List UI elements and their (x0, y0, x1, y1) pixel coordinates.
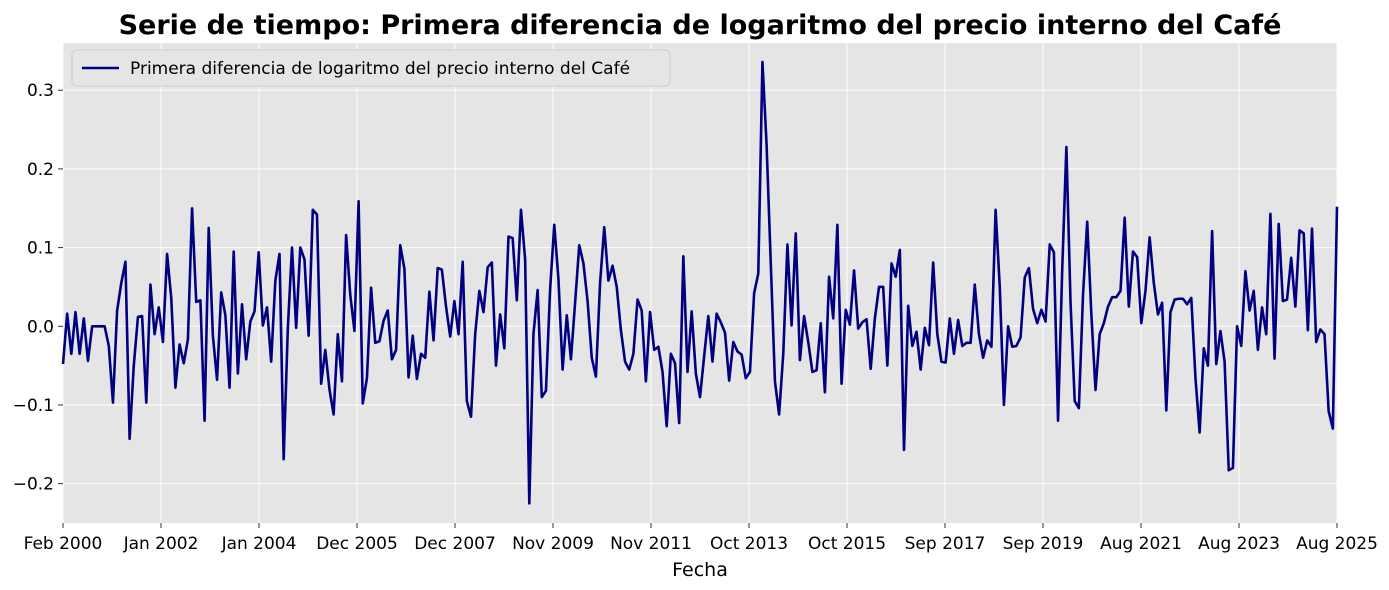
x-tick-label: Aug 2023 (1198, 534, 1280, 554)
legend-box (71, 49, 671, 87)
x-tick-label: Dec 2005 (316, 534, 398, 554)
y-axis: −0.2 −0.1 0.0 0.1 0.2 0.3 (13, 81, 63, 495)
x-tick-label: Sep 2019 (1003, 534, 1084, 554)
x-tick-label: Sep 2017 (905, 534, 986, 554)
x-tick-label: Nov 2011 (610, 534, 692, 554)
x-tick-label: Dec 2007 (414, 534, 496, 554)
y-tick-label: 0.3 (27, 81, 54, 101)
x-axis-label: Fecha (672, 559, 728, 581)
y-tick-label: 0.1 (27, 239, 54, 259)
legend: Primera diferencia de logaritmo del prec… (71, 49, 671, 87)
x-tick-label: Aug 2021 (1100, 534, 1182, 554)
chart-title: Serie de tiempo: Primera diferencia de l… (119, 10, 1282, 41)
x-tick-label: Nov 2009 (512, 534, 594, 554)
x-tick-label: Jan 2002 (123, 534, 199, 554)
x-tick-label: Aug 2025 (1296, 534, 1378, 554)
series-line (61, 60, 1339, 505)
y-tick-label: 0.2 (27, 160, 54, 180)
y-tick-label: 0.0 (27, 317, 54, 337)
legend-label: Primera diferencia de logaritmo del prec… (130, 59, 630, 79)
x-axis: Feb 2000 Jan 2002 Jan 2004 Dec 2005 Dec 2007… (24, 523, 1378, 554)
x-tick-label: Jan 2004 (221, 534, 297, 554)
y-tick-label: −0.1 (13, 396, 54, 416)
x-tick-label: Oct 2013 (710, 534, 788, 554)
y-tick-label: −0.2 (13, 475, 54, 495)
x-tick-label: Oct 2015 (808, 534, 886, 554)
x-tick-label: Feb 2000 (24, 534, 103, 554)
